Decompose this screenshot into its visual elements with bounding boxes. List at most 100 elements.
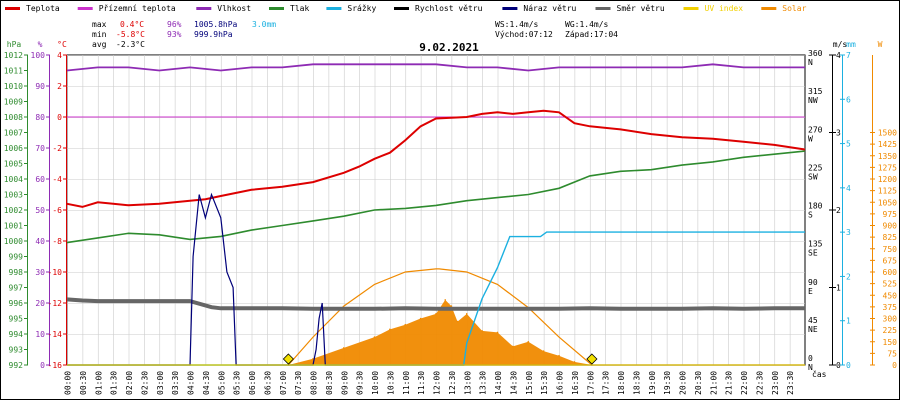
solar-axis-tick-label: 150: [883, 338, 898, 347]
temperature-axis-tick-label: -14: [48, 330, 63, 339]
temperature-axis-tick-label: -2: [52, 144, 62, 153]
pressure-axis-tick-label: 1001: [4, 222, 23, 231]
legend-swatch: [595, 7, 611, 10]
direction-deg-label: 270: [808, 125, 823, 134]
legend-swatch: [761, 7, 777, 10]
x-tick-label: 11:00: [402, 371, 411, 395]
direction-label: N: [808, 58, 813, 67]
solar-axis-tick-label: 750: [883, 245, 898, 254]
stats-block: max 0.4°C 96% 1005.8hPa 3.0mm min -5.8°C…: [92, 20, 618, 49]
solar-axis-tick-label: 1425: [878, 140, 897, 149]
wind-axis-tick-label: 4: [836, 51, 841, 60]
pressure-axis-tick-label: 1002: [4, 206, 23, 215]
humidity-axis-tick-label: 30: [35, 268, 45, 277]
pressure-axis-tick-label: 1007: [4, 129, 23, 138]
wind-axis-tick-label: 2: [836, 206, 841, 215]
temperature-axis-tick-label: 4: [57, 51, 62, 60]
x-tick-label: 09:30: [356, 371, 365, 395]
solar-point: [512, 345, 514, 348]
x-tick-label: 10:00: [371, 371, 380, 395]
wind-axis-tick-label: 1: [836, 284, 841, 293]
x-tick-label: 15:30: [540, 371, 549, 395]
temperature-axis-tick-label: -4: [52, 175, 62, 184]
solar-point: [435, 313, 437, 315]
solar-axis-tick-label: 450: [883, 291, 898, 300]
x-tick-label: 09:00: [340, 371, 349, 395]
solar-axis-tick-label: 1500: [878, 129, 897, 138]
solar-axis-tick-label: 600: [883, 268, 898, 277]
rain-axis-tick-label: 1: [846, 317, 851, 326]
stats-max-press: 1005.8hPa: [194, 20, 238, 29]
legend-swatch: [502, 7, 518, 10]
temperature-axis-tick-label: -12: [48, 299, 63, 308]
pressure-axis-tick-label: 992: [9, 361, 24, 370]
x-tick-label: 13:30: [479, 371, 488, 395]
solar-axis-tick-label: 675: [883, 256, 898, 265]
solar-point: [527, 340, 530, 343]
x-tick-label: 17:30: [602, 371, 611, 395]
rain-line: [67, 231, 805, 366]
legend-label: Teplota: [26, 4, 60, 13]
solar-point: [373, 336, 376, 338]
humidity-axis-tick-label: 60: [35, 175, 45, 184]
plot-area: [66, 63, 806, 366]
direction-line: [66, 297, 805, 311]
legend-swatch: [77, 7, 93, 10]
x-tick-label: 20:00: [679, 371, 688, 395]
pressure-axis-tick-label: 998: [9, 268, 24, 277]
x-tick-label: 07:00: [279, 371, 288, 395]
x-tick-label: 10:30: [386, 371, 395, 395]
solar-axis-tick-label: 375: [883, 303, 898, 312]
solar-point: [450, 305, 453, 307]
x-tick-label: 21:30: [725, 371, 734, 395]
x-tick-label: 00:00: [64, 371, 73, 395]
temperature-axis-tick-label: -10: [48, 268, 63, 277]
direction-deg-label: 0: [808, 354, 813, 363]
direction-label: S: [808, 211, 813, 220]
x-tick-label: 22:00: [740, 371, 749, 395]
direction-deg-label: 360: [808, 49, 823, 58]
legend-label: Tlak: [290, 4, 309, 13]
x-tick-label: 07:30: [294, 371, 303, 395]
legend-label: Srážky: [347, 4, 376, 13]
stats-min-temp: -5.8°C: [116, 30, 145, 39]
humidity-axis-tick-label: 100: [31, 51, 46, 60]
x-tick-label: 03:30: [171, 371, 180, 395]
unit-c: °C: [57, 40, 67, 49]
unit-hpa: hPa: [7, 40, 22, 49]
pressure-axis-tick-label: 1004: [4, 175, 23, 184]
pressure-axis-tick-label: 1005: [4, 160, 23, 169]
temperature-axis-tick-label: -6: [52, 206, 62, 215]
x-tick-label: 18:30: [632, 371, 641, 395]
direction-label: SE: [808, 249, 818, 258]
direction-deg-label: 45: [808, 316, 818, 325]
legend-swatch: [683, 7, 699, 10]
solar-point: [444, 299, 447, 301]
pressure-line: [66, 150, 806, 244]
x-axis-label: čas: [812, 369, 827, 379]
sun-marker: [282, 353, 294, 365]
direction-deg-label: 180: [808, 202, 823, 211]
solar-point: [481, 330, 483, 332]
direction-label: W: [808, 134, 813, 143]
x-tick-label: 01:00: [94, 371, 103, 395]
solar-point: [389, 328, 391, 331]
axes: 00:00 00:30 01:00 01:30 02:00 02:30 03:00 03:30…: [4, 49, 897, 395]
solar-axis-tick-label: 225: [883, 326, 898, 335]
direction-label: NE: [808, 325, 818, 334]
legend-label: Náraz větru: [523, 4, 576, 13]
humidity-line: [66, 63, 805, 72]
pressure-axis-tick-label: 1008: [4, 113, 23, 122]
stats-max-temp: 0.4°C: [120, 20, 144, 29]
wind-gust-line: [67, 192, 805, 366]
solar-axis-tick-label: 900: [883, 222, 898, 231]
solar-axis-tick-label: 525: [883, 280, 898, 289]
stats-rain: 3.0mm: [252, 20, 276, 29]
x-tick-label: 05:00: [217, 371, 226, 395]
stats-ws: WS:1.4m/s: [495, 20, 539, 29]
pressure-axis-tick-label: 996: [9, 299, 24, 308]
x-tick-label: 06:00: [248, 371, 257, 395]
legend-label: Vlhkost: [217, 4, 251, 13]
